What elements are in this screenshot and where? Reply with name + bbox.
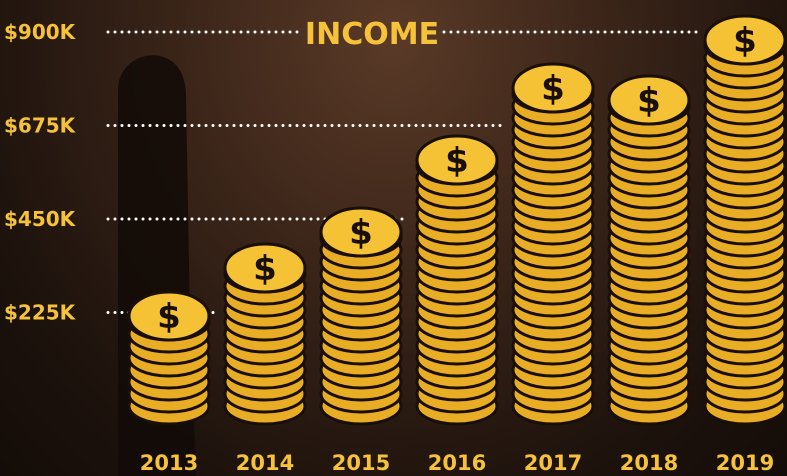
x-tick-label: 2018 [620,451,678,475]
bar-2013: $ [127,290,211,426]
dollar-icon: $ [445,141,469,181]
dollar-icon: $ [637,81,661,121]
y-tick-label: $900K [4,20,77,44]
x-tick-label: 2017 [524,451,582,475]
y-tick-label: $450K [4,207,77,231]
coin-top [415,134,499,186]
x-tick-label: 2016 [428,451,486,475]
dollar-icon: $ [733,21,757,61]
coin-top [703,14,787,66]
bar-2015: $ [319,206,403,426]
dollar-icon: $ [157,297,181,337]
bar-2019: $ [703,14,787,426]
x-axis: 2013 2014 2015 2016 2017 2018 2019 [140,451,774,475]
bar-2014: $ [223,242,307,426]
x-tick-label: 2014 [236,451,294,475]
dollar-icon: $ [253,249,277,289]
x-tick-label: 2015 [332,451,390,475]
bar-2016: $ [415,134,499,426]
coin-top [127,290,211,342]
y-axis: $225K $450K $675K $900K [4,20,77,325]
y-tick-label: $225K [4,301,77,325]
coin-top [319,206,403,258]
x-tick-label: 2019 [716,451,774,475]
dollar-icon: $ [541,69,565,109]
bar-2017: $ [511,62,595,426]
chart-title-group: INCOME [305,17,439,52]
y-tick-label: $675K [4,114,77,138]
x-tick-label: 2013 [140,451,198,475]
coin-top [511,62,595,114]
dollar-icon: $ [349,213,373,253]
coin-top [223,242,307,294]
bar-2018: $ [607,74,691,426]
chart-title: INCOME [305,17,439,52]
coin-top [607,74,691,126]
coin-stacks: $ $ $ $ $ $ $ [127,14,787,426]
